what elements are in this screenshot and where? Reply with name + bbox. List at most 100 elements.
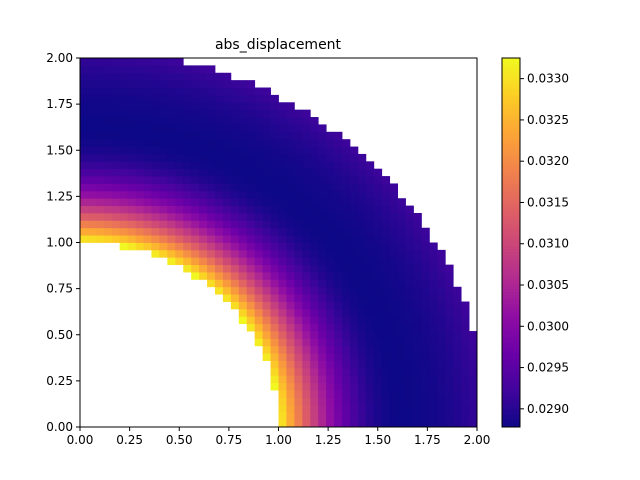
heatmap-cell [302, 176, 311, 184]
heatmap-cell [413, 227, 422, 236]
plot-area [79, 57, 478, 428]
heatmap-cell [429, 338, 438, 347]
heatmap-cell [135, 242, 144, 251]
heatmap-cell [159, 235, 168, 243]
heatmap-cell [270, 360, 279, 369]
heatmap-cell [349, 257, 359, 266]
heatmap-cell [469, 345, 478, 354]
heatmap-cell [191, 176, 200, 184]
heatmap-cell [270, 353, 279, 361]
heatmap-cell [357, 345, 367, 354]
heatmap-cell [119, 109, 129, 118]
heatmap-cell [405, 308, 414, 317]
heatmap-cell [246, 80, 256, 88]
heatmap-cell [294, 279, 303, 288]
heatmap-cell [103, 168, 113, 177]
heatmap-cell [429, 353, 438, 361]
colorbar-segment [502, 104, 520, 108]
heatmap-cell [405, 331, 414, 339]
heatmap-cell [389, 412, 398, 421]
heatmap-cell [199, 198, 208, 206]
heatmap-cell [175, 72, 184, 81]
colorbar-segment [502, 405, 520, 410]
heatmap-cell [334, 331, 343, 339]
heatmap-cell [135, 65, 144, 74]
heatmap-cell [230, 153, 240, 162]
heatmap-cell [214, 109, 224, 118]
heatmap-cell [167, 249, 176, 258]
heatmap-cell [151, 117, 160, 125]
heatmap-cell [302, 124, 311, 133]
heatmap-cell [103, 117, 113, 125]
heatmap-cell [381, 412, 391, 421]
heatmap-cell [429, 390, 438, 398]
heatmap-cell [111, 58, 121, 66]
heatmap-cell [127, 146, 136, 155]
heatmap-cell [461, 316, 470, 325]
heatmap-cell [421, 272, 430, 280]
heatmap-cell [207, 198, 216, 206]
heatmap-cell [357, 308, 367, 317]
heatmap-cell [342, 294, 351, 302]
heatmap-cell [103, 58, 113, 66]
heatmap-cell [357, 212, 367, 221]
heatmap-cell [183, 94, 192, 103]
heatmap-cell [381, 375, 391, 384]
heatmap-cell [230, 272, 240, 280]
colorbar-segment [502, 396, 520, 400]
heatmap-cell [342, 331, 351, 339]
heatmap-cell [381, 345, 391, 354]
heatmap-cell [103, 190, 113, 199]
heatmap-cell [429, 331, 438, 339]
heatmap-cell [278, 360, 287, 369]
colorbar-segment [502, 88, 520, 93]
heatmap-cell [95, 161, 105, 170]
heatmap-cell [286, 323, 295, 332]
heatmap-cell [175, 65, 184, 74]
heatmap-cell [342, 308, 351, 317]
heatmap-cell [183, 139, 192, 147]
heatmap-cell [191, 94, 200, 103]
heatmap-cell [175, 242, 184, 251]
heatmap-cell [95, 65, 105, 74]
heatmap-cell [453, 338, 462, 347]
heatmap-cell [262, 220, 271, 229]
heatmap-cell [334, 264, 343, 273]
heatmap-cell [342, 227, 351, 236]
heatmap-cell [199, 161, 208, 170]
heatmap-cell [262, 323, 271, 332]
heatmap-cell [278, 146, 287, 155]
heatmap-cell [175, 139, 184, 147]
colorbar-tick-label: 0.0310 [527, 237, 569, 251]
heatmap-cell [87, 139, 97, 147]
heatmap-cell [310, 249, 319, 258]
heatmap-cell [183, 117, 192, 125]
heatmap-cell [119, 131, 129, 140]
heatmap-cell [334, 257, 343, 266]
heatmap-cell [167, 87, 176, 96]
heatmap-cell [334, 168, 343, 177]
heatmap-cell [135, 117, 144, 125]
heatmap-cell [349, 390, 359, 398]
heatmap-cell [413, 212, 422, 221]
heatmap-cell [270, 367, 279, 376]
heatmap-cell [278, 316, 287, 325]
heatmap-cell [103, 65, 113, 74]
heatmap-cell [302, 205, 311, 214]
heatmap-cell [381, 316, 391, 325]
heatmap-cell [207, 176, 216, 184]
heatmap-cell [421, 308, 430, 317]
heatmap-cell [294, 146, 303, 155]
heatmap-cell [310, 286, 319, 295]
heatmap-cell [302, 227, 311, 236]
heatmap-cell [127, 65, 136, 74]
heatmap-cell [270, 168, 279, 177]
heatmap-cell [111, 198, 121, 206]
heatmap-cell [357, 264, 367, 273]
heatmap-cell [429, 264, 438, 273]
heatmap-cell [405, 220, 414, 229]
heatmap-cell [151, 249, 160, 258]
heatmap-cell [95, 72, 105, 81]
colorbar-segment [502, 91, 520, 96]
heatmap-cell [95, 183, 105, 192]
